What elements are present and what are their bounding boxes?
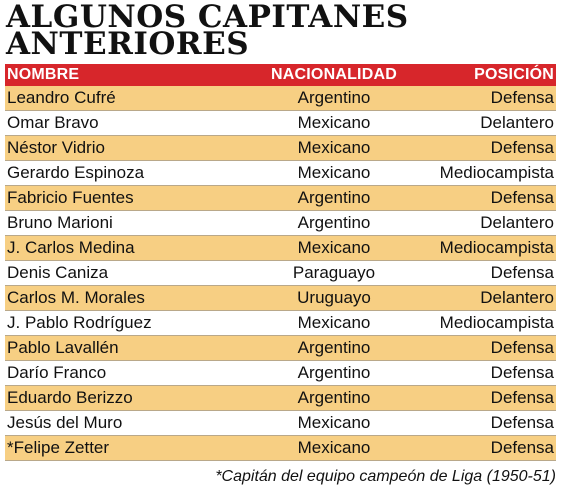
cell-nombre: J. Pablo Rodríguez bbox=[7, 313, 152, 332]
cell-nombre: Pablo Lavallén bbox=[7, 338, 119, 357]
cell-nacionalidad: Argentino bbox=[297, 213, 371, 232]
cell-posicion: Defensa bbox=[490, 138, 554, 157]
cell-posicion: Defensa bbox=[490, 263, 554, 282]
cell-nacionalidad: Mexicano bbox=[297, 113, 371, 132]
cell-posicion: Defensa bbox=[490, 413, 554, 432]
cell-posicion: Defensa bbox=[490, 338, 554, 357]
footnote: *Capitán del equipo campeón de Liga (195… bbox=[215, 468, 556, 485]
table-row: Néstor Vidrio Mexicano Defensa bbox=[5, 136, 556, 161]
cell-nacionalidad: Argentino bbox=[297, 388, 371, 407]
table-row: Denis Caniza Paraguayo Defensa bbox=[5, 261, 556, 286]
cell-nombre: Jesús del Muro bbox=[7, 413, 123, 432]
cell-nombre: Fabricio Fuentes bbox=[7, 188, 134, 207]
cell-nombre: Eduardo Berizzo bbox=[7, 388, 133, 407]
table-header: NOMBRE NACIONALIDAD POSICIÓN bbox=[5, 64, 556, 86]
table-row: Eduardo Berizzo Argentino Defensa bbox=[5, 386, 556, 411]
cell-posicion: Mediocampista bbox=[439, 163, 554, 182]
title-line-2: ANTERIORES bbox=[6, 26, 250, 62]
cell-nacionalidad: Mexicano bbox=[297, 438, 371, 457]
cell-nacionalidad: Argentino bbox=[297, 188, 371, 207]
table-row: Bruno Marioni Argentino Delantero bbox=[5, 211, 556, 236]
cell-nombre: Carlos M. Morales bbox=[7, 288, 145, 307]
cell-posicion: Defensa bbox=[490, 388, 554, 407]
cell-nacionalidad: Argentino bbox=[297, 338, 371, 357]
table-row: Darío Franco Argentino Defensa bbox=[5, 361, 556, 386]
captains-table: NOMBRE NACIONALIDAD POSICIÓN Leandro Cuf… bbox=[5, 64, 556, 461]
header-posicion: POSICIÓN bbox=[474, 66, 554, 83]
table-row: Leandro Cufré Argentino Defensa bbox=[5, 86, 556, 111]
table-row: J. Carlos Medina Mexicano Mediocampista bbox=[5, 236, 556, 261]
cell-nacionalidad: Mexicano bbox=[297, 313, 371, 332]
cell-nombre: Denis Caniza bbox=[7, 263, 109, 282]
cell-nacionalidad: Argentino bbox=[297, 363, 371, 382]
table-row: Pablo Lavallén Argentino Defensa bbox=[5, 336, 556, 361]
table-row: Carlos M. Morales Uruguayo Delantero bbox=[5, 286, 556, 311]
cell-nombre: Bruno Marioni bbox=[7, 213, 113, 232]
header-nombre: NOMBRE bbox=[7, 66, 80, 83]
cell-nacionalidad: Paraguayo bbox=[292, 263, 376, 282]
table-row: Gerardo Espinoza Mexicano Mediocampista bbox=[5, 161, 556, 186]
table-row: Fabricio Fuentes Argentino Defensa bbox=[5, 186, 556, 211]
cell-nacionalidad: Mexicano bbox=[297, 238, 371, 257]
cell-nombre: Néstor Vidrio bbox=[7, 138, 105, 157]
cell-nombre: Omar Bravo bbox=[7, 113, 99, 132]
cell-nacionalidad: Uruguayo bbox=[297, 288, 371, 307]
table-row: J. Pablo Rodríguez Mexicano Mediocampista bbox=[5, 311, 556, 336]
page-title: ALGUNOS CAPITANES ANTERIORES bbox=[6, 0, 409, 62]
cell-posicion: Delantero bbox=[480, 113, 554, 132]
title-line-1: ALGUNOS CAPITANES bbox=[6, 0, 409, 35]
cell-posicion: Mediocampista bbox=[439, 238, 554, 257]
table-row: Omar Bravo Mexicano Delantero bbox=[5, 111, 556, 136]
cell-nombre: J. Carlos Medina bbox=[7, 238, 135, 257]
cell-nacionalidad: Mexicano bbox=[297, 138, 371, 157]
cell-posicion: Mediocampista bbox=[439, 313, 554, 332]
cell-posicion: Defensa bbox=[490, 188, 554, 207]
cell-posicion: Defensa bbox=[490, 88, 554, 107]
cell-nombre: *Felipe Zetter bbox=[7, 438, 110, 457]
cell-nombre: Gerardo Espinoza bbox=[7, 163, 145, 182]
cell-posicion: Defensa bbox=[490, 363, 554, 382]
cell-nacionalidad: Mexicano bbox=[297, 163, 371, 182]
table-row: Jesús del Muro Mexicano Defensa bbox=[5, 411, 556, 436]
cell-posicion: Defensa bbox=[490, 438, 554, 457]
table-row: *Felipe Zetter Mexicano Defensa bbox=[5, 436, 556, 461]
header-nacionalidad: NACIONALIDAD bbox=[271, 66, 397, 83]
cell-posicion: Delantero bbox=[480, 213, 554, 232]
cell-nombre: Leandro Cufré bbox=[7, 88, 116, 107]
cell-nacionalidad: Mexicano bbox=[297, 413, 371, 432]
cell-nombre: Darío Franco bbox=[7, 363, 107, 382]
cell-nacionalidad: Argentino bbox=[297, 88, 371, 107]
cell-posicion: Delantero bbox=[480, 288, 554, 307]
table-body: Leandro Cufré Argentino Defensa Omar Bravo M… bbox=[5, 86, 556, 461]
